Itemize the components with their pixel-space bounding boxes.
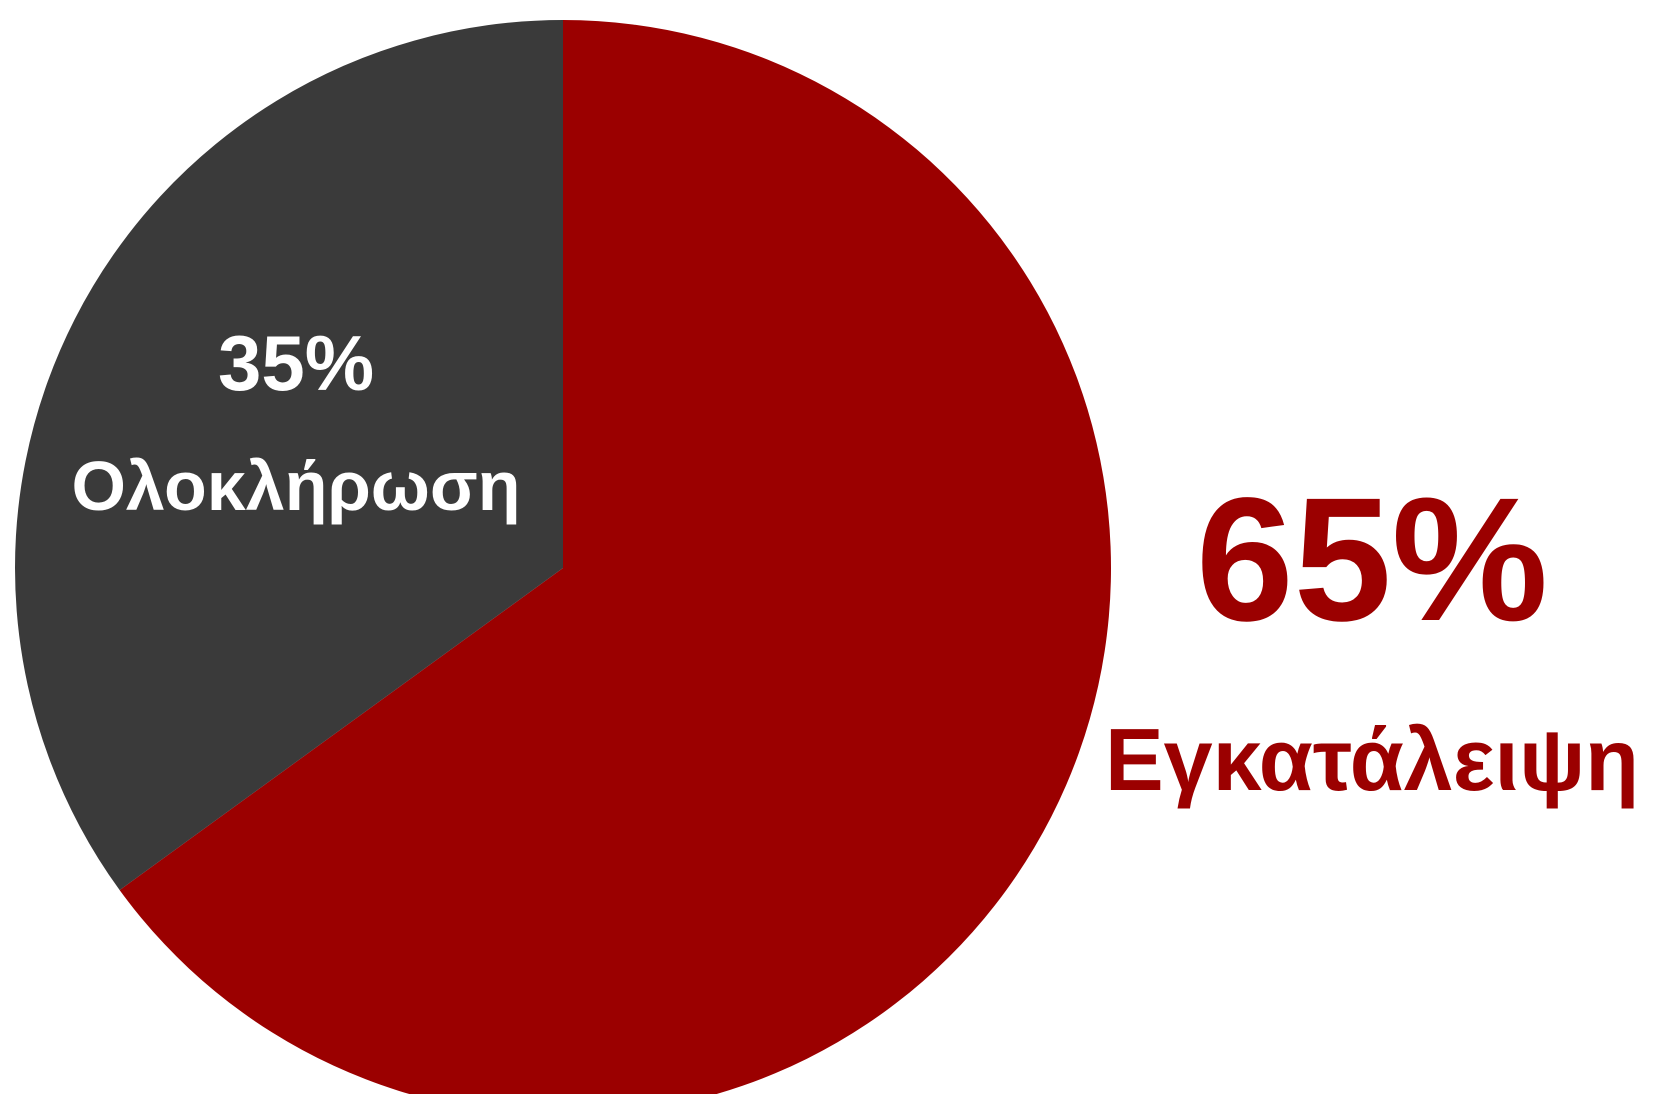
slice-label-name-dropout: Εγκατάλειψη <box>1105 710 1639 809</box>
pie-slices <box>14 20 1111 1094</box>
slice-label-value-completion: 35% <box>218 319 374 407</box>
pie-slice-dropout <box>119 20 1111 1094</box>
pie-slice-completion <box>14 20 563 891</box>
slice-label-name-completion: Ολοκλήρωση <box>71 447 520 525</box>
slice-label-value-dropout: 65% <box>1196 462 1548 658</box>
